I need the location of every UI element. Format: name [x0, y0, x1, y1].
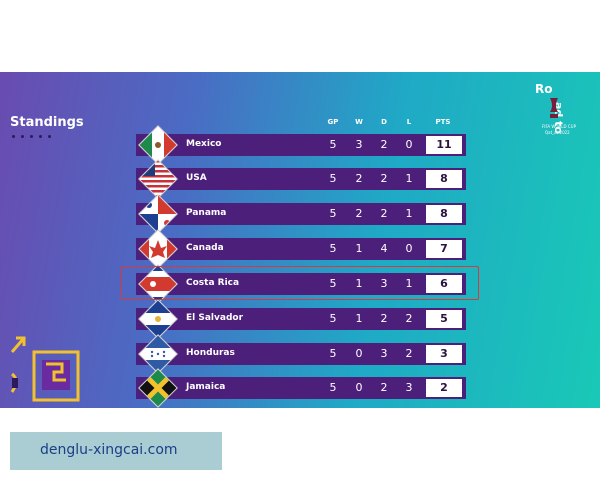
table-row: El Salvador 5 1 2 2 5	[136, 299, 466, 339]
stat-gp: 5	[329, 381, 337, 394]
logo-subtext2: Qat_ar 2022	[545, 130, 570, 135]
stat-l: 0	[405, 242, 413, 255]
stat-w: 1	[355, 277, 363, 290]
stat-gp: 5	[329, 277, 337, 290]
stat-l: 1	[405, 172, 413, 185]
watermark: denglu-xingcai.com	[10, 432, 222, 470]
column-header-pts: PTS	[435, 118, 451, 126]
stat-gp: 5	[329, 242, 337, 255]
watermark-text: denglu-xingcai.com	[40, 442, 178, 458]
table-row: Honduras 5 0 3 2 3	[136, 334, 466, 374]
stat-w: 3	[355, 138, 363, 151]
stat-d: 3	[380, 347, 388, 360]
stat-w: 2	[355, 207, 363, 220]
team-name: Panama	[186, 208, 227, 218]
team-name: Honduras	[186, 348, 235, 358]
stat-gp: 5	[329, 347, 337, 360]
stat-w: 2	[355, 172, 363, 185]
world-cup-trophy-icon	[550, 98, 558, 118]
stat-d: 2	[380, 207, 388, 220]
stat-l: 2	[405, 347, 413, 360]
stat-l: 3	[405, 381, 413, 394]
canada-flag-icon	[138, 229, 178, 269]
stat-w: 1	[355, 242, 363, 255]
stat-pts: 3	[426, 345, 462, 363]
stat-w: 1	[355, 312, 363, 325]
team-name: Costa Rica	[186, 278, 240, 288]
team-name: USA	[186, 173, 207, 183]
column-header-w: W	[355, 118, 363, 126]
table-row: Jamaica 5 0 2 3 2	[136, 368, 466, 408]
stat-pts: 5	[426, 310, 462, 328]
team-name: Jamaica	[186, 382, 226, 392]
stat-pts: 8	[426, 170, 462, 188]
logo-text-line1: Ro	[535, 82, 553, 96]
stat-l: 0	[405, 138, 413, 151]
stat-gp: 5	[329, 312, 337, 325]
stat-d: 2	[380, 172, 388, 185]
stat-pts: 2	[426, 379, 462, 397]
stat-gp: 5	[329, 172, 337, 185]
stat-pts: 8	[426, 205, 462, 223]
table-row: USA 5 2 2 1 8	[136, 159, 466, 199]
pager-dot	[48, 135, 51, 138]
pager-dot	[39, 135, 42, 138]
stat-w: 0	[355, 381, 363, 394]
decorative-pattern-icon	[10, 336, 80, 402]
pager-dot	[30, 135, 33, 138]
team-name: El Salvador	[186, 313, 244, 323]
pager-dot	[21, 135, 24, 138]
column-header-gp: GP	[327, 118, 339, 126]
panama-flag-icon	[138, 194, 178, 234]
team-name: Canada	[186, 243, 224, 253]
column-header-l: L	[406, 118, 412, 126]
table-row: Panama 5 2 2 1 8	[136, 194, 466, 234]
table-row: Mexico 5 3 2 0 11	[136, 125, 466, 165]
stat-pts: 11	[426, 136, 462, 154]
stat-l: 1	[405, 207, 413, 220]
stat-d: 2	[380, 138, 388, 151]
stat-d: 2	[380, 312, 388, 325]
stat-d: 2	[380, 381, 388, 394]
pager-dots	[12, 135, 51, 138]
highlight-box	[121, 266, 479, 300]
logo-subtext1: FIFA WORLD CUP	[542, 124, 577, 129]
stat-gp: 5	[329, 138, 337, 151]
stat-gp: 5	[329, 207, 337, 220]
stat-d: 3	[380, 277, 388, 290]
pager-dot	[12, 135, 15, 138]
stat-l: 2	[405, 312, 413, 325]
stat-w: 0	[355, 347, 363, 360]
team-name: Mexico	[186, 139, 222, 149]
column-header-d: D	[381, 118, 387, 126]
stat-pts: 6	[426, 275, 462, 293]
stat-l: 1	[405, 277, 413, 290]
stat-d: 4	[380, 242, 388, 255]
stat-pts: 7	[426, 240, 462, 258]
page-title: Standings	[10, 115, 84, 130]
table-row: Canada 5 1 4 0 7	[136, 229, 466, 269]
